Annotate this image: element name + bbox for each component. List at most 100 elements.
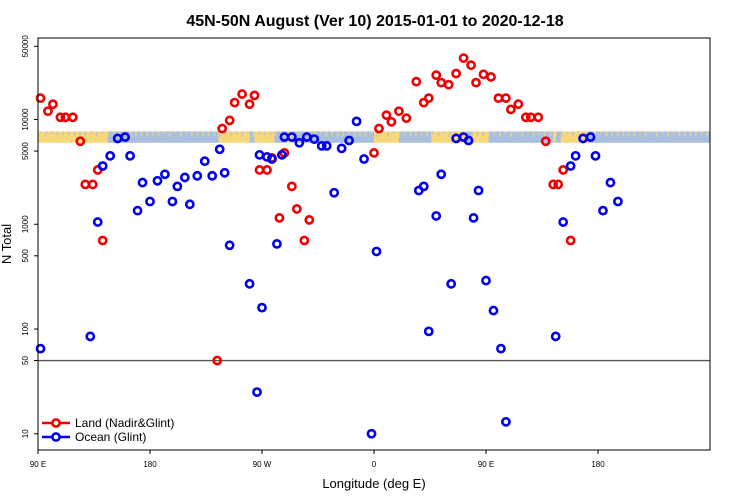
legend-marker [51, 432, 61, 442]
ocean-point [351, 116, 362, 127]
band-texture [403, 131, 406, 136]
ocean-point [570, 150, 581, 161]
ocean-point [468, 213, 479, 223]
plot-frame [37, 37, 711, 451]
ocean-point [336, 143, 347, 154]
land-point [369, 148, 379, 158]
ocean-point [550, 331, 561, 342]
x-tick-label: 180 [143, 460, 157, 469]
land-point [458, 53, 469, 64]
band-texture [437, 131, 440, 137]
band-texture [325, 131, 328, 137]
band-texture [314, 131, 317, 138]
band-texture [230, 131, 233, 137]
band-texture [409, 131, 412, 137]
y-tick-label: 1000 [21, 215, 30, 233]
x-axis: 90 E 180 90 W 0 90 E 180 [30, 450, 605, 469]
ocean-point [172, 181, 183, 192]
band-texture [224, 131, 227, 135]
ocean-point [613, 196, 623, 207]
band-texture [655, 131, 658, 138]
band-texture [538, 131, 541, 136]
ocean-point [224, 240, 235, 251]
band-texture [644, 131, 647, 138]
ocean-point [359, 154, 369, 164]
ocean-point [344, 135, 355, 146]
land-point [48, 99, 58, 110]
x-tick-label: 90 E [478, 460, 494, 469]
band-texture [415, 131, 417, 136]
band-texture [571, 131, 574, 137]
land-point [466, 60, 476, 71]
land-point [505, 104, 516, 115]
land-point [553, 179, 564, 190]
band-texture [308, 131, 311, 134]
ocean-point [501, 416, 511, 427]
y-tick-label: 5000 [21, 142, 30, 160]
band-texture [611, 131, 613, 136]
band-texture [381, 131, 384, 134]
ocean-point [294, 137, 305, 148]
y-axis-label: N Total [0, 224, 14, 264]
ocean-point [309, 134, 320, 145]
band-texture [90, 131, 93, 135]
land-point [386, 116, 397, 127]
band-texture [84, 131, 87, 137]
band-ocean-segment [107, 131, 219, 143]
ocean-point [199, 156, 210, 167]
land-point [55, 112, 66, 123]
band-texture [196, 131, 199, 135]
chart-title: 45N-50N August (Ver 10) 2015-01-01 to 20… [186, 13, 563, 30]
land-point [35, 93, 46, 104]
land-point [87, 179, 98, 190]
ocean-point [321, 140, 332, 151]
land-point [262, 165, 272, 175]
legend-label: Ocean (Glint) [75, 430, 146, 444]
land-point [501, 93, 511, 104]
ocean-point [145, 196, 155, 207]
land-point [533, 112, 544, 123]
band-texture [683, 131, 686, 136]
band-texture [672, 131, 675, 135]
y-tick-label: 10000 [21, 108, 30, 131]
band-texture [599, 131, 602, 135]
band-texture [639, 131, 641, 135]
band-texture [331, 131, 333, 135]
band-texture [482, 131, 485, 136]
ocean-point [436, 169, 447, 180]
land-point [304, 215, 315, 225]
band-texture [700, 131, 703, 135]
band-texture [359, 131, 361, 135]
ocean-point [257, 302, 267, 313]
ocean-point [179, 172, 190, 183]
band-texture [151, 131, 154, 136]
land-point [401, 113, 412, 124]
band-texture [510, 131, 513, 138]
ocean-point [207, 170, 218, 181]
band-texture [678, 131, 681, 137]
ocean-point [371, 246, 382, 257]
ocean-point [423, 326, 434, 337]
ocean-point [219, 167, 230, 178]
band-texture [252, 131, 255, 138]
ocean-point [120, 132, 131, 142]
band-texture [95, 131, 98, 137]
ocean-point [244, 278, 255, 289]
band-texture [347, 131, 350, 136]
ocean-point [152, 175, 163, 186]
band-texture [594, 131, 597, 137]
land-point [381, 110, 392, 121]
band-texture [398, 131, 401, 137]
ocean-point [272, 238, 282, 249]
land-point [229, 97, 240, 108]
land-point [249, 90, 260, 101]
ocean-point [496, 343, 506, 354]
band-texture [364, 131, 367, 137]
land-point [558, 165, 569, 175]
band-texture [471, 131, 473, 137]
band-ocean-segment [249, 131, 255, 143]
ocean-point [277, 149, 287, 160]
y-axis: 10 50 100 500 1000 5000 10000 50000 [21, 35, 38, 438]
band-texture [140, 131, 143, 136]
band-texture [454, 131, 457, 134]
